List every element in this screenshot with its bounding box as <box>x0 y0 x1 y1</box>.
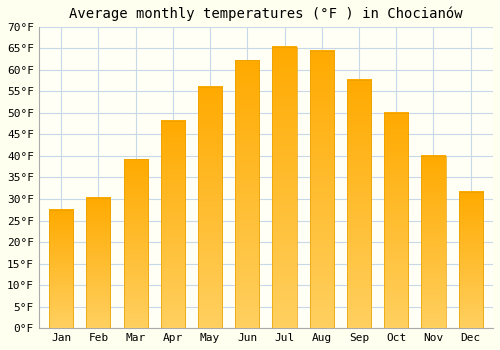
Bar <box>384 113 408 328</box>
Bar <box>49 210 73 328</box>
Bar <box>422 155 446 328</box>
Bar <box>235 60 260 328</box>
Bar <box>198 87 222 328</box>
Bar <box>124 159 148 328</box>
Bar <box>160 121 185 328</box>
Bar <box>347 80 371 328</box>
Bar <box>272 47 296 328</box>
Title: Average monthly temperatures (°F ) in Chocianów: Average monthly temperatures (°F ) in Ch… <box>69 7 462 21</box>
Bar <box>310 51 334 328</box>
Bar <box>458 192 483 328</box>
Bar <box>86 198 110 328</box>
